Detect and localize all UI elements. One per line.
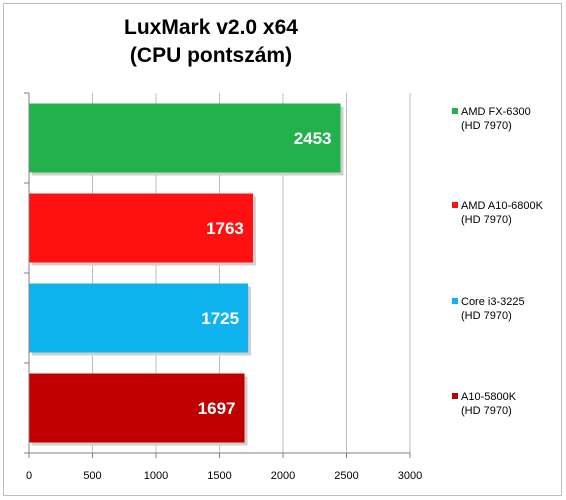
x-tick-label: 0 (26, 470, 32, 482)
legend-entry-subname: (HD 7970) (461, 405, 512, 417)
legend-entry-subname: (HD 7970) (461, 120, 512, 132)
x-tick-label: 2500 (334, 470, 358, 482)
x-tick-label: 1500 (207, 470, 231, 482)
chart-title: LuxMark v2.0 x64 (CPU pontszám) (0, 14, 422, 70)
bar-shading (29, 283, 249, 353)
x-tick-label: 500 (83, 470, 101, 482)
data-label: 1697 (198, 399, 236, 418)
chart-title-line1: LuxMark v2.0 x64 (124, 16, 298, 39)
chart-title-line2: (CPU pontszám) (129, 44, 293, 67)
bar-shading (29, 373, 245, 443)
legend-entry-name: AMD FX-6300 (461, 106, 531, 118)
legend-swatch (452, 298, 458, 304)
x-tick-label: 3000 (398, 470, 422, 482)
data-label: 1725 (201, 309, 239, 328)
data-label: 1763 (206, 219, 244, 238)
legend-entry-name: A10-5800K (461, 391, 517, 403)
legend-entry-name: Core i3-3225 (461, 296, 525, 308)
bar-shading (29, 103, 341, 173)
legend-swatch (452, 202, 458, 208)
legend-swatch (452, 108, 458, 114)
data-label: 2453 (294, 129, 332, 148)
legend-entry-name: AMD A10-6800K (461, 200, 544, 212)
x-tick-label: 1000 (144, 470, 168, 482)
x-tick-label: 2000 (271, 470, 295, 482)
legend-entry-subname: (HD 7970) (461, 214, 512, 226)
legend-entry-subname: (HD 7970) (461, 310, 512, 322)
legend-swatch (452, 393, 458, 399)
bar-shading (29, 193, 253, 263)
